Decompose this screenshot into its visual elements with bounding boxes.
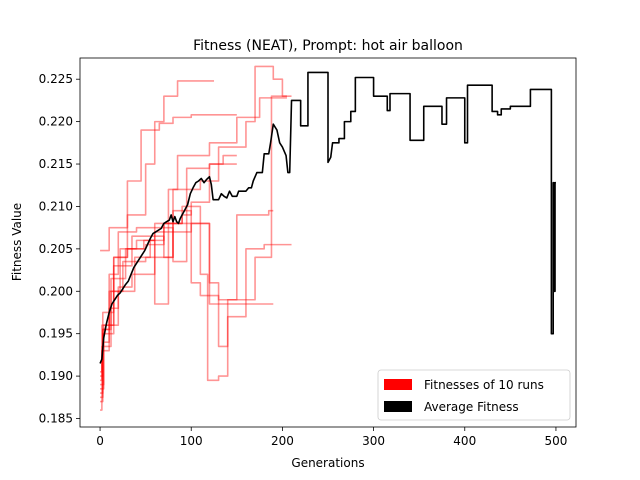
- plot-area: [99, 65, 556, 411]
- legend-swatch-runs: [384, 379, 412, 390]
- y-tick-label: 0.200: [39, 284, 73, 298]
- legend-label-runs: Fitnesses of 10 runs: [424, 378, 544, 392]
- axis-ticks: 0 100 200 300 400 500 0.185 0.190 0.195 0.200 0.20…: [39, 72, 568, 448]
- y-tick-label: 0.190: [39, 369, 73, 383]
- x-axis-title: Generations: [291, 456, 364, 470]
- y-tick-label: 0.205: [39, 242, 73, 256]
- y-tick-label: 0.195: [39, 327, 73, 341]
- legend-label-average: Average Fitness: [424, 400, 519, 414]
- x-tick-label: 300: [362, 434, 385, 448]
- x-tick-label: 500: [544, 434, 567, 448]
- legend-box: [377, 369, 571, 421]
- run-line-2: [100, 114, 237, 373]
- x-tick-label: 0: [96, 434, 104, 448]
- y-tick-label: 0.210: [39, 199, 73, 213]
- run-line-1: [100, 80, 215, 252]
- axes-frame: [79, 57, 577, 428]
- y-axis-title: Fitness Value: [10, 203, 24, 281]
- x-tick-label: 200: [271, 434, 294, 448]
- run-line-4: [100, 163, 237, 411]
- run-line-6: [100, 222, 292, 394]
- legend: Fitnesses of 10 runs Average Fitness: [377, 369, 571, 421]
- x-tick-label: 100: [180, 434, 203, 448]
- chart-title: Fitness (NEAT), Prompt: hot air balloon: [193, 38, 463, 54]
- run-line-7: [100, 65, 287, 386]
- y-tick-label: 0.215: [39, 157, 73, 171]
- run-line-8: [100, 154, 237, 377]
- y-tick-label: 0.225: [39, 72, 73, 86]
- x-tick-label: 400: [453, 434, 476, 448]
- legend-swatch-average: [384, 401, 412, 412]
- average-fitness-line: [99, 71, 556, 364]
- run-line-10: [100, 205, 274, 399]
- y-tick-label: 0.185: [39, 412, 73, 426]
- y-tick-label: 0.220: [39, 115, 73, 129]
